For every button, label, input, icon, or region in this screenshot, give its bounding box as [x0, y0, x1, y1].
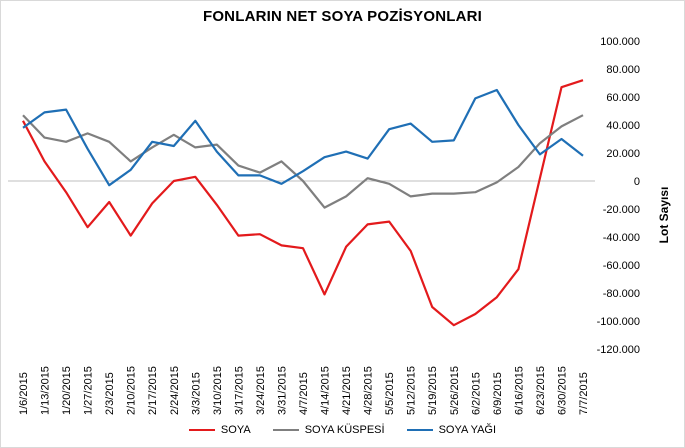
x-tick-label: 1/13/2015 [40, 366, 52, 415]
x-tick-label: 5/19/2015 [427, 366, 439, 415]
x-tick-label: 5/5/2015 [384, 372, 396, 415]
y-tick-label: -120.000 [597, 344, 640, 356]
x-tick-label: 4/7/2015 [298, 372, 310, 415]
x-tick-label: 6/2/2015 [470, 372, 482, 415]
x-tick-label: 6/23/2015 [535, 366, 547, 415]
y-tick-label: 0 [634, 176, 640, 188]
x-tick-label: 7/7/2015 [578, 372, 590, 415]
legend-label: SOYA [220, 424, 251, 436]
series-line-0 [22, 79, 584, 327]
legend-label: SOYA KÜSPESİ [304, 424, 385, 436]
x-tick-label: 6/30/2015 [556, 366, 568, 415]
legend-swatch [188, 429, 215, 431]
x-tick-label: 2/24/2015 [169, 366, 181, 415]
legend-item-0: SOYA [188, 424, 251, 436]
x-tick-label: 1/20/2015 [61, 366, 73, 415]
legend-swatch [406, 429, 433, 431]
x-tick-label: 1/6/2015 [18, 372, 30, 415]
y-tick-label: 60.000 [606, 92, 640, 104]
x-tick-label: 2/17/2015 [147, 366, 159, 415]
y-tick-label: -40.000 [603, 232, 640, 244]
x-tick-label: 2/10/2015 [126, 366, 138, 415]
y-tick-label: 40.000 [606, 120, 640, 132]
x-tick-label: 6/16/2015 [513, 366, 525, 415]
x-tick-label: 5/12/2015 [406, 366, 418, 415]
y-tick-label: 80.000 [606, 64, 640, 76]
x-tick-label: 5/26/2015 [449, 366, 461, 415]
y-tick-label: 100.000 [600, 36, 640, 48]
y-axis-label: Lot Sayısı [657, 187, 671, 244]
x-tick-label: 2/3/2015 [104, 372, 116, 415]
legend: SOYA SOYA KÜSPESİ SOYA YAĞI [0, 424, 685, 436]
x-tick-label: 3/10/2015 [212, 366, 224, 415]
y-tick-label: -60.000 [603, 260, 640, 272]
x-tick-label: 4/21/2015 [341, 366, 353, 415]
x-tick-label: 6/9/2015 [492, 372, 504, 415]
y-tick-label: -20.000 [603, 204, 640, 216]
legend-item-1: SOYA KÜSPESİ [272, 424, 385, 436]
legend-label: SOYA YAĞI [438, 424, 497, 436]
x-tick-label: 3/3/2015 [190, 372, 202, 415]
legend-swatch [272, 429, 299, 431]
x-tick-label: 3/17/2015 [233, 366, 245, 415]
y-tick-label: -100.000 [597, 316, 640, 328]
chart-title: FONLARIN NET SOYA POZİSYONLARI [202, 8, 483, 25]
x-tick-label: 3/31/2015 [276, 366, 288, 415]
series-line-2 [22, 88, 584, 187]
y-tick-label: 20.000 [606, 148, 640, 160]
y-tick-label: -80.000 [603, 288, 640, 300]
x-tick-label: 3/24/2015 [255, 366, 267, 415]
series-line-1 [22, 114, 584, 209]
legend-item-2: SOYA YAĞI [406, 424, 497, 436]
x-tick-label: 4/28/2015 [363, 366, 375, 415]
x-tick-label: 4/14/2015 [320, 366, 332, 415]
x-tick-label: 1/27/2015 [83, 366, 95, 415]
